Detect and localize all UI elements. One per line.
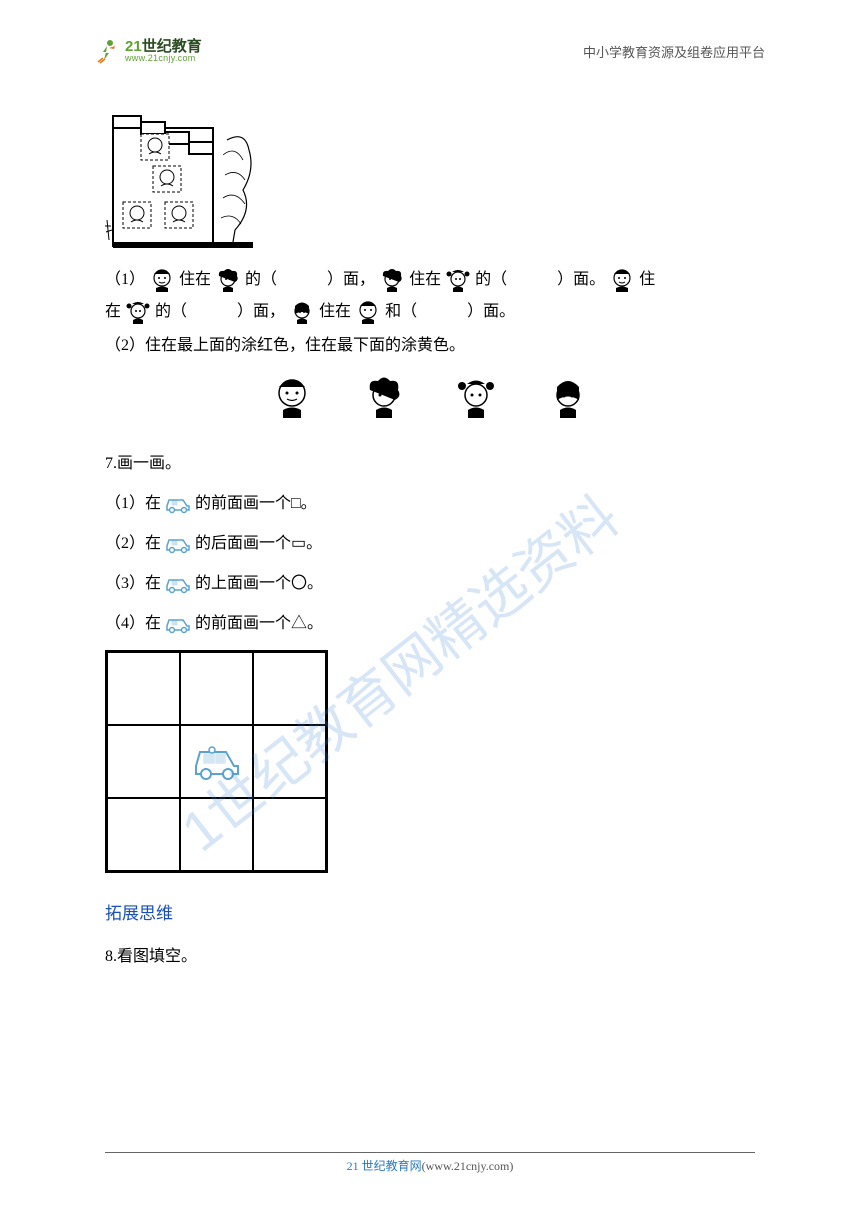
question-7-4: （4）在 的前面画一个△。 — [105, 608, 755, 640]
face-pigtails-icon-2 — [124, 300, 152, 324]
q7-1-prefix: （1）在 — [105, 488, 161, 520]
section-extend-title: 拓展思维 — [105, 897, 755, 931]
face-girl-icon — [288, 300, 316, 324]
car-icon-2 — [163, 534, 193, 554]
question-1-line-2: 在 的（ ）面， 住在 和（ ）面。 — [105, 296, 755, 328]
q7-4-suffix: 的前面画一个△。 — [195, 608, 323, 640]
footer-link: (www.21cnjy.com) — [422, 1159, 514, 1173]
text-and-open: 和（ — [385, 296, 417, 328]
text-lives-at: 住在 — [179, 264, 211, 296]
logo-url: www.21cnjy.com — [125, 54, 202, 63]
car-icon-3 — [163, 574, 193, 594]
grid-cell — [107, 652, 180, 725]
car-icon-4 — [163, 614, 193, 634]
question-8-title: 8.看图填空。 — [105, 941, 755, 973]
face-boy-icon-2 — [608, 268, 636, 292]
text-lives: 住 — [639, 264, 655, 296]
page-header: 21世纪教育 www.21cnjy.com 中小学教育资源及组卷应用平台 — [95, 38, 765, 64]
face-pigtails-icon — [444, 268, 472, 292]
grid-cell — [180, 652, 253, 725]
question-7-1: （1）在 的前面画一个□。 — [105, 488, 755, 520]
grid-cell — [253, 798, 326, 871]
grid-cell — [180, 798, 253, 871]
text-lives-at-2: 住在 — [409, 264, 441, 296]
q7-2-prefix: （2）在 — [105, 528, 161, 560]
logo: 21世纪教育 www.21cnjy.com — [95, 38, 202, 64]
face-curly-big-icon — [362, 376, 406, 418]
logo-text: 21世纪教育 www.21cnjy.com — [125, 39, 202, 63]
house-illustration — [105, 110, 260, 260]
face-boy-icon — [148, 268, 176, 292]
question-7-3: （3）在 的上面画一个〇。 — [105, 568, 755, 600]
logo-runner-icon — [95, 38, 121, 64]
text-close-1: ）面， — [327, 264, 375, 296]
q7-3-suffix: 的上面画一个〇。 — [195, 568, 323, 600]
face-boy-big-icon — [270, 376, 314, 418]
grid-cell — [253, 652, 326, 725]
text-lives-at-3: 住在 — [319, 296, 351, 328]
header-subtitle: 中小学教育资源及组卷应用平台 — [583, 42, 765, 61]
face-pigtails-big-icon — [454, 376, 498, 418]
text-de-open-3: 的（ — [155, 296, 187, 328]
grid-cell-center — [180, 725, 253, 798]
q7-3-prefix: （3）在 — [105, 568, 161, 600]
logo-title: 21世纪教育 — [125, 39, 202, 54]
text-de-open-2: 的（ — [475, 264, 507, 296]
faces-row — [105, 376, 755, 418]
face-curly-icon-2 — [378, 268, 406, 292]
page-footer: 21 世纪教育网(www.21cnjy.com) — [105, 1152, 755, 1174]
q7-4-prefix: （4）在 — [105, 608, 161, 640]
footer-prefix: 21 世纪教育网 — [347, 1159, 422, 1173]
text-close-3: ）面， — [237, 296, 285, 328]
page-content: （1） 住在 的（ ）面， 住在 的（ ）面。 住 在 的（ ）面 — [105, 110, 755, 973]
q7-1-suffix: 的前面画一个□。 — [195, 488, 317, 520]
grid-3x3 — [105, 650, 328, 873]
q7-2-suffix: 的后面画一个▭。 — [195, 528, 322, 560]
text-close-4: ）面。 — [467, 296, 515, 328]
grid-cell — [107, 798, 180, 871]
grid-cell — [253, 725, 326, 798]
grid-cell — [107, 725, 180, 798]
face-boy-icon-3 — [354, 300, 382, 324]
question-7-title: 7.画一画。 — [105, 448, 755, 480]
face-curly-icon — [214, 268, 242, 292]
q1-label: （1） — [105, 264, 145, 296]
text-de-open: 的（ — [245, 264, 277, 296]
text-close-2: ）面。 — [557, 264, 605, 296]
face-girl-big-icon — [546, 376, 590, 418]
question-1-line-1: （1） 住在 的（ ）面， 住在 的（ ）面。 住 — [105, 264, 755, 296]
car-icon — [163, 494, 193, 514]
question-7-2: （2）在 的后面画一个▭。 — [105, 528, 755, 560]
text-at: 在 — [105, 296, 121, 328]
question-2-text: （2）住在最上面的涂红色，住在最下面的涂黄色。 — [105, 330, 755, 362]
